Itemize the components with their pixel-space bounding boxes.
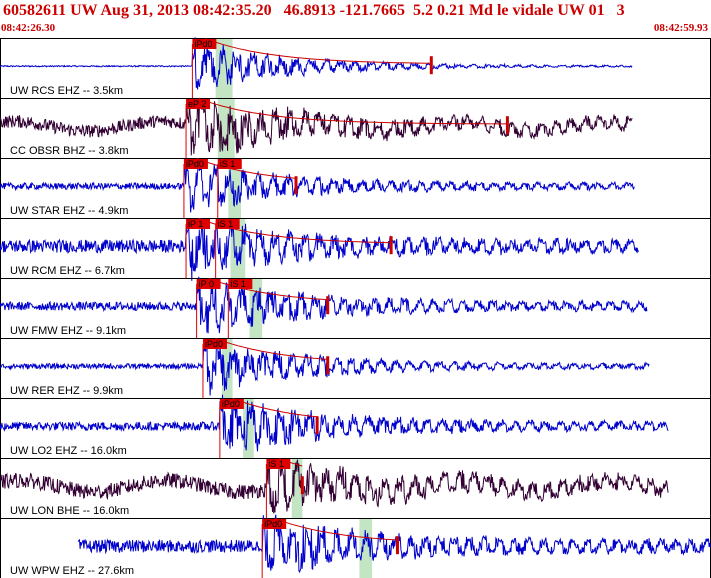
- waveform-trace: [77, 514, 711, 574]
- pick-label: eP 2: [188, 99, 206, 109]
- station-label: UW RCM EHZ -- 6.7km: [10, 265, 125, 277]
- event-title: 60582611 UW Aug 31, 2013 08:42:35.20 46.…: [3, 2, 625, 19]
- pick-label: iPd0: [186, 159, 204, 169]
- pick-label: iS 1: [230, 279, 246, 289]
- coda-fit-curve: [204, 38, 432, 64]
- trace-panel: iP 0 iS 1 UW FMW EHZ -- 9.1km: [0, 276, 711, 339]
- trace-panels: iPd0 UW RCS EHZ -- 3.5km eP 2 CC OBSR BHZ -…: [0, 37, 711, 578]
- time-axis-end: 08:42:59.93: [653, 22, 708, 34]
- pick-label: iS 1: [268, 459, 284, 469]
- trace-panel: iPd0 UW LO2 EHZ -- 16.0km: [0, 394, 711, 459]
- station-label: UW LO2 EHZ -- 16.0km: [10, 445, 127, 457]
- pick-label: iPd0: [205, 339, 223, 349]
- trace-panel: iPd0 UW WPW EHZ -- 27.6km: [0, 514, 711, 578]
- pick-window-band: [230, 219, 246, 278]
- pick-label: iP 1: [188, 219, 203, 229]
- coda-fit-curve: [198, 98, 508, 125]
- pick-flag: [262, 519, 287, 529]
- seismogram-plot: iPd0 UW RCS EHZ -- 3.5km eP 2 CC OBSR BHZ -…: [0, 37, 711, 578]
- station-label: UW RCS EHZ -- 3.5km: [10, 85, 123, 97]
- waveform-trace: [0, 97, 633, 156]
- pick-flag: [196, 279, 221, 289]
- waveform-trace: [0, 276, 648, 334]
- station-label: UW FMW EHZ -- 9.1km: [10, 325, 126, 337]
- pick-flag: [266, 459, 291, 469]
- station-label: UW LON BHE -- 16.0km: [10, 505, 129, 517]
- pick-flag: [186, 99, 211, 109]
- pick-flag: [183, 159, 208, 169]
- station-label: UW RER EHZ -- 9.9km: [10, 385, 123, 397]
- pick-flag: [228, 279, 253, 289]
- pick-label: iPd0: [222, 399, 240, 409]
- pick-window-band: [215, 39, 233, 98]
- coda-fit-curve: [215, 338, 328, 360]
- waveform-trace: [0, 218, 639, 281]
- pick-flag: [219, 399, 244, 409]
- coda-fit-curve: [232, 398, 318, 418]
- coda-fit-curve: [274, 518, 398, 541]
- waveform-trace: [0, 162, 635, 213]
- trace-panel: iPd0 UW RER EHZ -- 9.9km: [0, 338, 711, 399]
- trace-panel: iPd0 UW RCS EHZ -- 3.5km: [0, 37, 711, 99]
- pick-flag: [186, 219, 211, 229]
- waveform-trace: [0, 37, 633, 90]
- trace-panel: iPd0 iS 1 UW STAR EHZ -- 4.9km: [0, 158, 711, 219]
- time-axis-start: 08:42:26.30: [1, 22, 56, 34]
- pick-window-band: [243, 399, 254, 458]
- pick-window-band: [291, 459, 303, 518]
- pick-label: iPd0: [194, 39, 212, 49]
- pick-flag: [215, 219, 240, 229]
- station-label: CC OBSR BHZ -- 3.8km: [10, 145, 129, 157]
- pick-label: iS 1: [220, 159, 236, 169]
- trace-panel: iS 1 UW LON BHE -- 16.0km: [0, 458, 711, 519]
- pick-flag: [217, 159, 242, 169]
- pick-window-band: [359, 519, 373, 578]
- pick-window-band: [228, 159, 242, 218]
- header: 60582611 UW Aug 31, 2013 08:42:35.20 46.…: [0, 0, 711, 36]
- pick-label: iPd0: [264, 519, 282, 529]
- pick-label: iP 0: [199, 279, 214, 289]
- trace-panel: iP 1 iS 1 UW RCM EHZ -- 6.7km: [0, 218, 711, 281]
- station-label: UW STAR EHZ -- 4.9km: [10, 205, 128, 217]
- waveform-trace: [0, 458, 669, 514]
- pick-flag: [202, 339, 227, 349]
- coda-fit-curve: [196, 158, 297, 179]
- pick-flag: [192, 39, 217, 49]
- waveform-trace: [0, 394, 669, 452]
- pick-label: iS 1: [218, 219, 234, 229]
- trace-panel: eP 2 CC OBSR BHZ -- 3.8km: [0, 97, 711, 159]
- station-label: UW WPW EHZ -- 27.6km: [10, 565, 134, 577]
